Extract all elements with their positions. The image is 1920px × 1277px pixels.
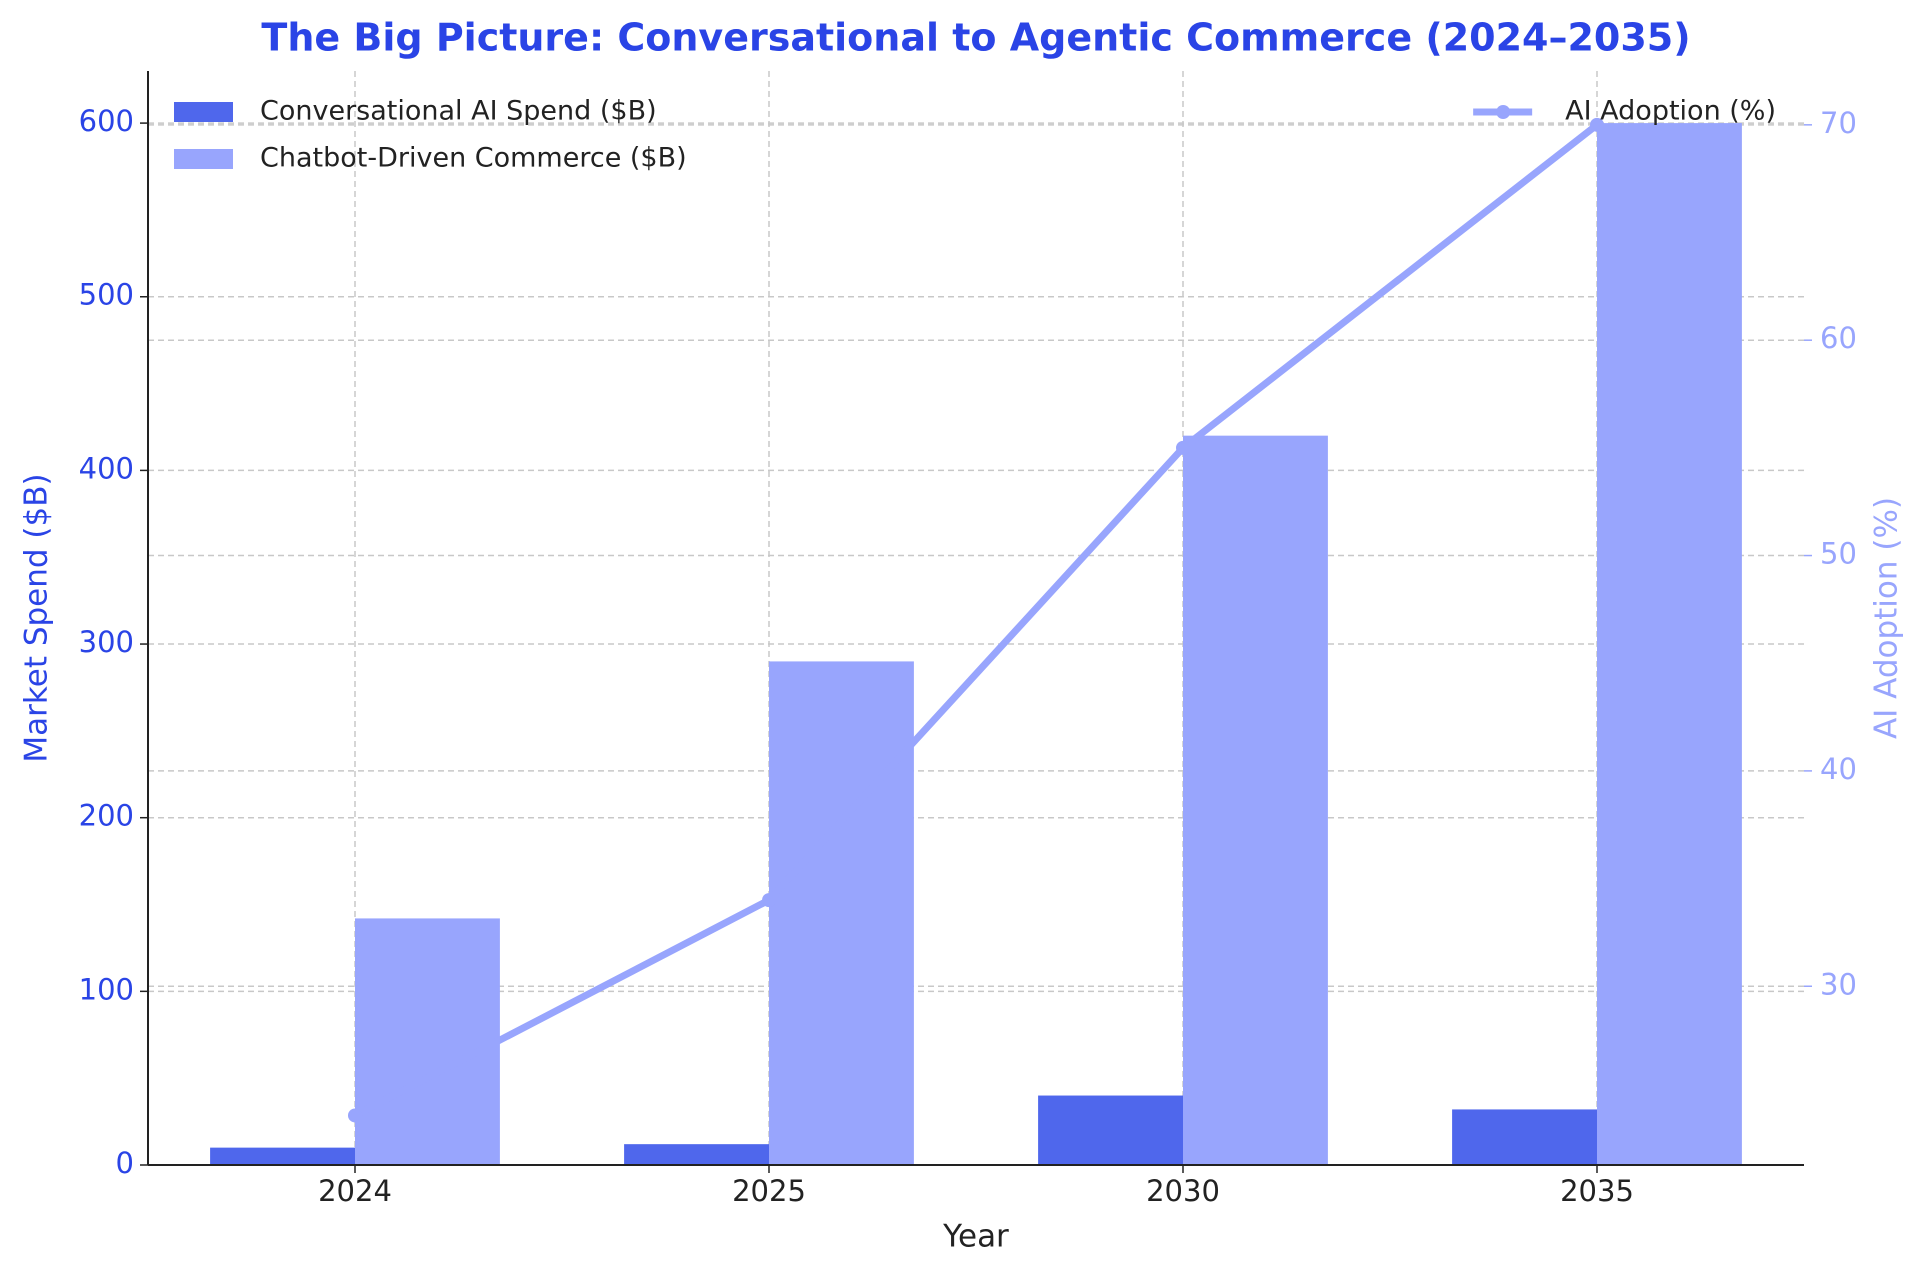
legend: Conversational AI Spend ($B) Chatbot-Driv… (174, 96, 1776, 174)
y2-tick-label: 60 (1820, 321, 1857, 355)
bar (769, 661, 914, 1165)
y-tick-label: 600 (79, 104, 134, 138)
legend-label: Chatbot-Driven Commerce ($B) (260, 143, 687, 174)
y-tick-label: 100 (79, 972, 134, 1006)
legend-label: Conversational AI Spend ($B) (260, 96, 657, 127)
y-tick-label: 400 (79, 451, 134, 485)
y2-tick-label: 30 (1820, 967, 1857, 1001)
axes: 0 100 200 300 400 500 600 30 40 50 60 70 2024 2025 203… (79, 71, 1857, 1208)
y-tick-label: 300 (79, 625, 134, 659)
legend-swatch (174, 102, 233, 122)
chart-title: The Big Picture: Conversational to Agent… (261, 16, 1690, 60)
x-tick-label: 2025 (732, 1174, 806, 1208)
x-axis-label: Year (942, 1219, 1009, 1255)
x-tick-label: 2035 (1560, 1174, 1634, 1208)
bar (1597, 123, 1742, 1166)
line-marker (1176, 440, 1190, 455)
bar (1183, 435, 1328, 1166)
y2-tick-label: 40 (1820, 752, 1857, 786)
y-tick-label: 200 (79, 799, 134, 833)
legend-label: AI Adoption (%) (1565, 96, 1776, 127)
lines (348, 117, 1604, 1123)
legend-marker (1496, 105, 1511, 119)
line-marker (762, 893, 776, 908)
legend-swatch (174, 149, 233, 169)
y2-tick-label: 70 (1820, 106, 1857, 140)
line-marker (348, 1108, 362, 1123)
bar (1452, 1109, 1597, 1165)
bar (1038, 1095, 1183, 1165)
bar (355, 918, 500, 1165)
y2-axis-label: AI Adoption (%) (1869, 497, 1905, 739)
y-tick-label: 0 (116, 1146, 134, 1180)
y2-tick-label: 50 (1820, 537, 1857, 571)
bar (210, 1147, 355, 1165)
x-tick-label: 2024 (318, 1174, 392, 1208)
bar (624, 1144, 769, 1165)
bars (210, 123, 1742, 1166)
y-tick-label: 500 (79, 278, 134, 312)
line-marker (1590, 117, 1604, 132)
x-tick-label: 2030 (1146, 1174, 1220, 1208)
line (353, 122, 1600, 1119)
y-axis-label: Market Spend ($B) (19, 473, 55, 762)
